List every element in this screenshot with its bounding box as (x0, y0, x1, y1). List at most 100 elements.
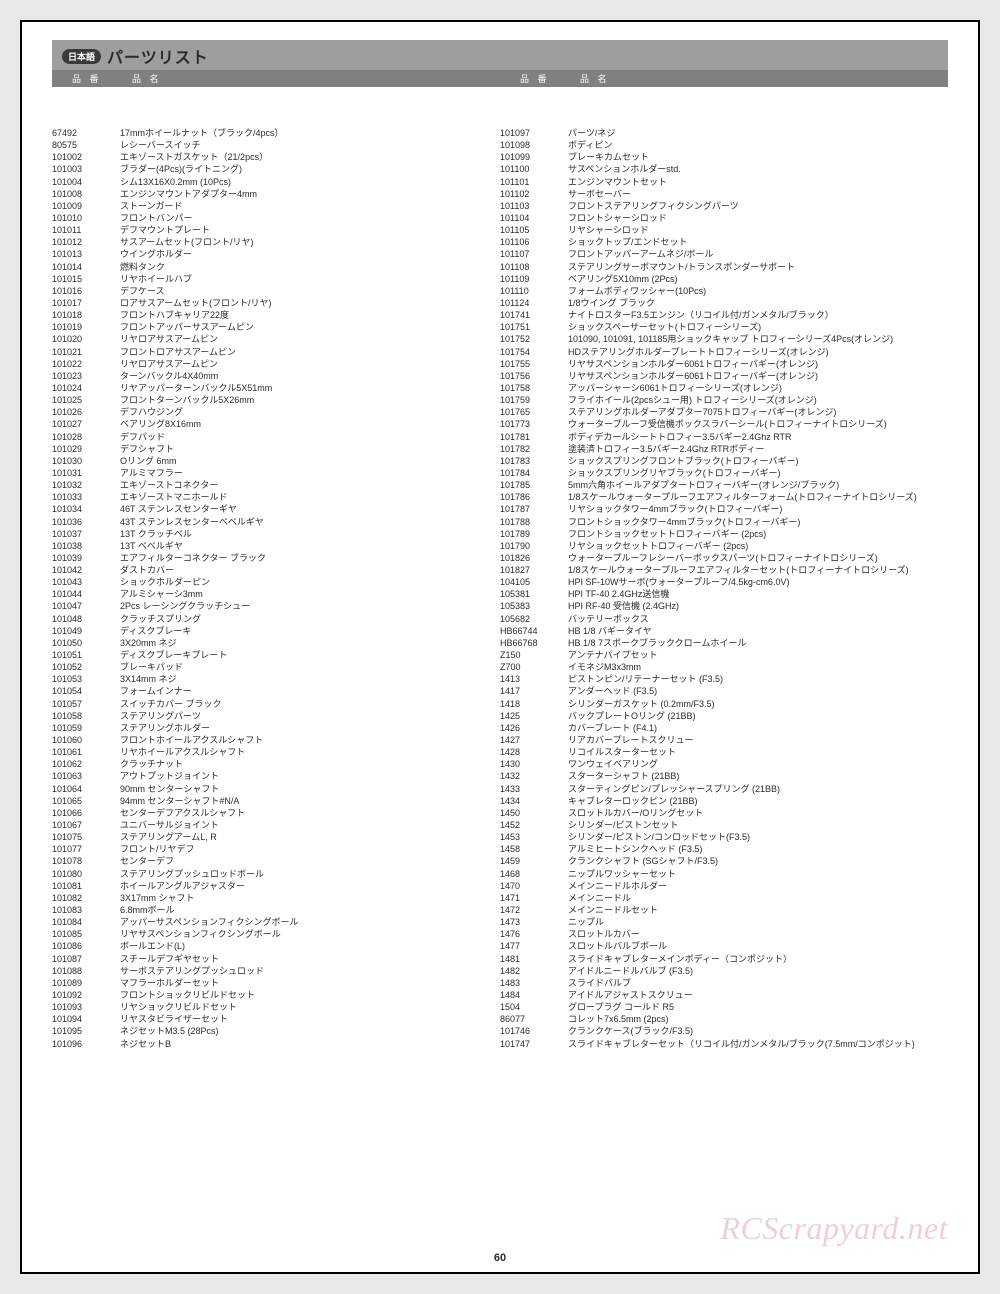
parts-row: 1459クランクシャフト (SGシャフト/F3.5) (500, 855, 948, 867)
parts-row: 105682バッテリーボックス (500, 613, 948, 625)
parts-row: 1450スロットルカバー/Oリングセット (500, 807, 948, 819)
parts-row: Z700イモネジM3x3mm (500, 661, 948, 673)
parts-row: 1427リアカバープレートスクリュー (500, 734, 948, 746)
part-number: 101036 (52, 516, 120, 528)
parts-row: 101059ステアリングホルダー (52, 722, 500, 734)
part-name: HB 1/8 7スポークブラッククロームホイール (568, 637, 948, 649)
part-name: アルミシャーシ3mm (120, 588, 500, 600)
part-name: フロントホイールアクスルシャフト (120, 734, 500, 746)
parts-row: 101062クラッチナット (52, 758, 500, 770)
part-name: センターデフアクスルシャフト (120, 807, 500, 819)
parts-row: 101755リヤサスペンションホルダー6061トロフィーバギー(オレンジ) (500, 358, 948, 370)
parts-row: 101026デフハウジング (52, 406, 500, 418)
part-number: 1458 (500, 843, 568, 855)
part-name: アウトプットジョイント (120, 770, 500, 782)
part-number: 101019 (52, 321, 120, 333)
part-number: 101050 (52, 637, 120, 649)
parts-row: 101030Oリング 6mm (52, 455, 500, 467)
part-name: パーツ/ネジ (568, 127, 948, 139)
parts-row: 101741ナイトロスターF3.5エンジン（リコイル付/ガンメタル/ブラック） (500, 309, 948, 321)
part-number: 101047 (52, 600, 120, 612)
parts-row: 101012サスアームセット(フロント/リヤ) (52, 236, 500, 248)
parts-row: 101003ブラダー(4Pcs)(ライトニング) (52, 163, 500, 175)
part-name: スロットルバルブボール (568, 940, 948, 952)
part-number: 101786 (500, 491, 568, 503)
parts-row: 1471メインニードル (500, 892, 948, 904)
parts-row: 10103643T ステンレスセンターベベルギヤ (52, 516, 500, 528)
parts-row: 80575レシーバースイッチ (52, 139, 500, 151)
parts-row: 101787リヤショックタワー4mmブラック(トロフィーバギー) (500, 503, 948, 515)
part-name: デフマウントプレート (120, 224, 500, 236)
part-number: 101827 (500, 564, 568, 576)
part-name: ステアリングホルダーアダプター7075トロフィーバギー(オレンジ) (568, 406, 948, 418)
part-name: ベアリング5X10mm (2Pcs) (568, 273, 948, 285)
part-number: 101756 (500, 370, 568, 382)
parts-row: 101011デフマウントプレート (52, 224, 500, 236)
part-name: アルミヒートシンクヘッド (F3.5) (568, 843, 948, 855)
parts-row: 1417アンダーヘッド (F3.5) (500, 685, 948, 697)
parts-row: 101752101090, 101091, 101185用ショックキャップ トロ… (500, 333, 948, 345)
part-name: 燃料タンク (120, 261, 500, 273)
part-number: 101094 (52, 1013, 120, 1025)
part-number: 101012 (52, 236, 120, 248)
parts-row: 101024リヤアッパーターンバックル5X51mm (52, 382, 500, 394)
part-name: スチールデフギヤセット (120, 953, 500, 965)
parts-row: 101098ボディピン (500, 139, 948, 151)
parts-row: 101063アウトプットジョイント (52, 770, 500, 782)
parts-row: 101033エキゾーストマニホールド (52, 491, 500, 503)
part-number: 101752 (500, 333, 568, 345)
part-name: スライドバルブ (568, 977, 948, 989)
parts-row: 1458アルミヒートシンクヘッド (F3.5) (500, 843, 948, 855)
part-name: ブレーキパッド (120, 661, 500, 673)
part-number: 101039 (52, 552, 120, 564)
part-number: 101066 (52, 807, 120, 819)
subheader-right: 品 番 品 名 (500, 72, 948, 85)
col-header-name: 品 名 (580, 72, 610, 85)
part-name: センターデフ (120, 855, 500, 867)
part-name: アンダーヘッド (F3.5) (568, 685, 948, 697)
part-number: 105682 (500, 613, 568, 625)
part-number: 101087 (52, 953, 120, 965)
parts-row: 101039エアフィルターコネクター ブラック (52, 552, 500, 564)
part-number: 101030 (52, 455, 120, 467)
part-name: 2Pcs レーシングクラッチシュー (120, 600, 500, 612)
parts-row: HB66768HB 1/8 7スポークブラッククロームホイール (500, 637, 948, 649)
part-name: 13T クラッチベル (120, 528, 500, 540)
parts-row: 1470メインニードルホルダー (500, 880, 948, 892)
part-name: アルミマフラー (120, 467, 500, 479)
parts-row: 6749217mmホイールナット（ブラック/4pcs） (52, 127, 500, 139)
parts-row: 101049ディスクブレーキ (52, 625, 500, 637)
parts-row: 101029デフシャフト (52, 443, 500, 455)
part-number: 67492 (52, 127, 120, 139)
part-name: ステアリングサーボマウント/トランスポンダーサポート (568, 261, 948, 273)
parts-row: 1428リコイルスターターセット (500, 746, 948, 758)
parts-row: 101067ユニバーサルジョイント (52, 819, 500, 831)
part-name: ボディピン (568, 139, 948, 151)
part-number: 101021 (52, 346, 120, 358)
part-name: 13T ベベルギヤ (120, 540, 500, 552)
part-number: 101057 (52, 698, 120, 710)
part-number: 101100 (500, 163, 568, 175)
parts-row: 101019フロントアッパーサスアームピン (52, 321, 500, 333)
parts-row: 101765ステアリングホルダーアダプター7075トロフィーバギー(オレンジ) (500, 406, 948, 418)
parts-row: 101010フロントバンパー (52, 212, 500, 224)
parts-row: 101106ショックトップ/エンドセット (500, 236, 948, 248)
part-number: 101110 (500, 285, 568, 297)
part-name: リヤサスペンションフィクシングボール (120, 928, 500, 940)
part-number: 101026 (52, 406, 120, 418)
part-number: 101077 (52, 843, 120, 855)
part-name: ショックスペーサーセット(トロフィーシリーズ) (568, 321, 948, 333)
part-number: 101049 (52, 625, 120, 637)
part-name: Oリング 6mm (120, 455, 500, 467)
part-number: 101787 (500, 503, 568, 515)
part-name: バックプレートOリング (21BB) (568, 710, 948, 722)
part-name: アイドルニードルバルブ (F3.5) (568, 965, 948, 977)
part-number: 101081 (52, 880, 120, 892)
part-number: 101024 (52, 382, 120, 394)
part-name: ボディデカールシートトロフィー3.5バギー2.4Ghz RTR (568, 431, 948, 443)
part-name: HB 1/8 バギータイヤ (568, 625, 948, 637)
part-number: 104105 (500, 576, 568, 588)
part-number: 1471 (500, 892, 568, 904)
part-name: サーボセーバー (568, 188, 948, 200)
part-name: メインニードル (568, 892, 948, 904)
